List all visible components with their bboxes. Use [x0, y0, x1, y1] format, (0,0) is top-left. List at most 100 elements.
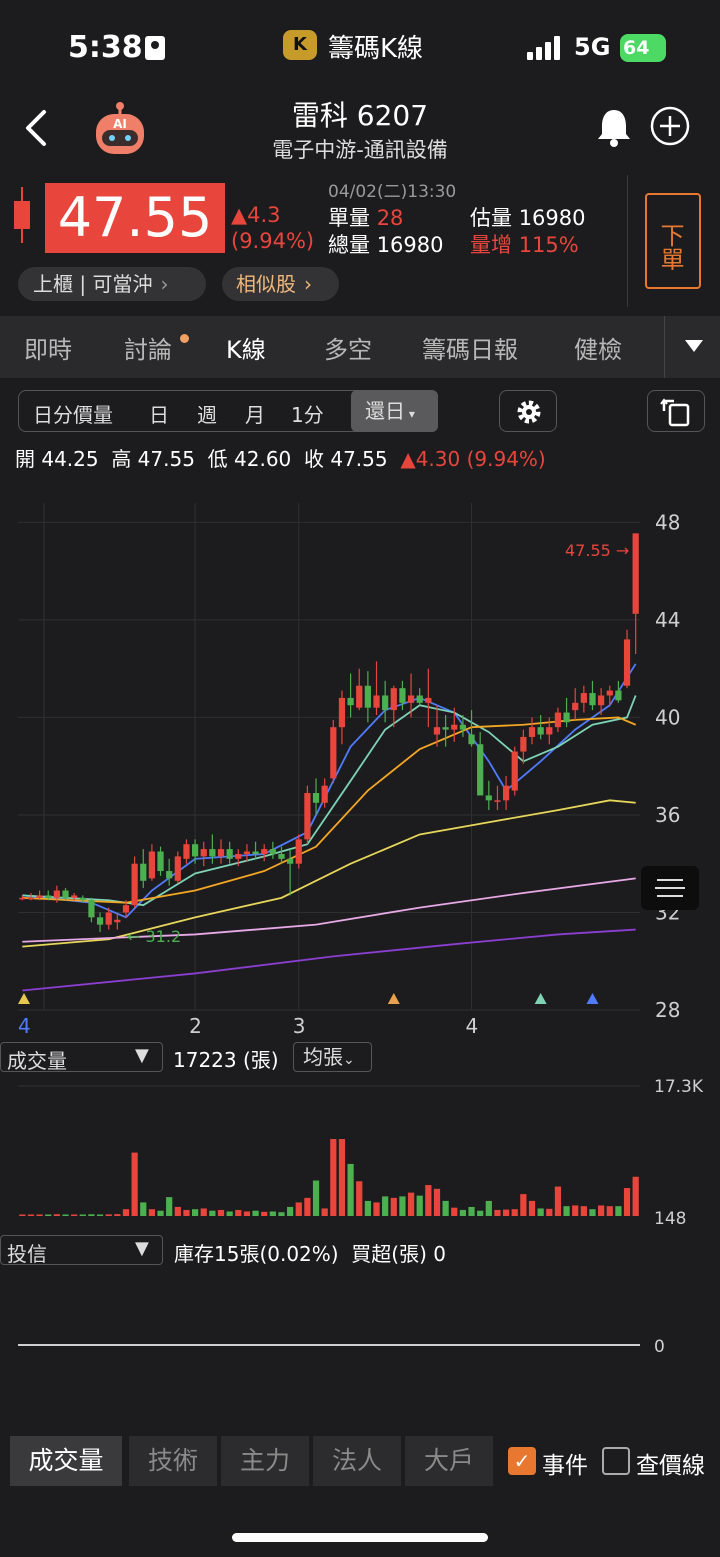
period-day[interactable]: 日	[149, 403, 169, 427]
candle-body	[563, 712, 570, 723]
volume-bar	[485, 1200, 492, 1216]
event-marker-icon	[18, 993, 30, 1004]
institution-zero-label: 0	[654, 1337, 665, 1357]
tab-chip-report[interactable]: 籌碼日報	[422, 336, 518, 364]
rotate-button[interactable]	[647, 390, 705, 432]
candle-body	[71, 895, 78, 898]
tab-realtime[interactable]: 即時	[24, 336, 72, 364]
candle-body	[632, 533, 639, 614]
more-tabs-dropdown-icon[interactable]	[685, 340, 703, 352]
y-tick-label: 40	[655, 705, 680, 729]
volume-bar	[407, 1192, 415, 1216]
resize-handle[interactable]	[641, 866, 699, 910]
y-tick-label: 36	[655, 803, 680, 827]
volume-bar	[19, 1214, 26, 1216]
event-marker-icon	[387, 993, 400, 1004]
back-icon[interactable]	[18, 108, 58, 148]
volume-bar	[140, 1202, 147, 1216]
volume-bar	[338, 1139, 346, 1216]
ohlc-readout: 開 44.25 高 47.55 低 42.60 收 47.55 ▲4.30 (9…	[15, 443, 546, 472]
candle-body	[174, 856, 181, 881]
moving-average-line	[22, 877, 636, 943]
bottom-tab-volume[interactable]: 成交量	[10, 1436, 122, 1486]
institution-info: 庫存15張(0.02%) 買超(張) 0	[174, 1242, 446, 1266]
candle-body	[511, 751, 518, 791]
candle-body	[269, 849, 276, 854]
bell-icon[interactable]	[594, 106, 634, 148]
moving-average-line	[22, 663, 637, 919]
candle-body	[606, 690, 613, 696]
avg-lot-button[interactable]: 均張⌄	[293, 1042, 372, 1072]
candle-body	[528, 727, 536, 737]
candle-body	[494, 800, 501, 802]
volume-indicator-select[interactable]: 成交量 ▼	[0, 1042, 163, 1073]
volume-bar	[71, 1214, 78, 1216]
candle-body	[19, 897, 26, 900]
volume-bar	[226, 1211, 233, 1216]
volume-bar	[200, 1208, 207, 1216]
candle-body	[79, 897, 86, 901]
volume-bar	[209, 1210, 216, 1216]
candle-body	[615, 690, 622, 701]
main-tabs: 即時 討論 K線 多空 籌碼日報 健檢	[0, 316, 720, 378]
tab-discussion[interactable]: 討論	[124, 336, 172, 364]
order-button[interactable]: 下單	[645, 193, 701, 289]
status-time: 5:38	[68, 30, 143, 65]
status-bar: 5:38 K 籌碼K線 5G 64	[0, 0, 720, 90]
volume-bar	[606, 1206, 613, 1216]
x-tick-label: 4	[18, 1014, 31, 1038]
bottom-tab-institutional[interactable]: 法人	[313, 1436, 401, 1486]
x-tick-label: 4	[466, 1014, 479, 1038]
total-vol-label: 總量	[328, 233, 370, 257]
volume-bar	[356, 1181, 363, 1216]
period-month[interactable]: 月	[245, 403, 265, 427]
settings-button[interactable]	[499, 390, 557, 432]
volume-bar	[131, 1152, 138, 1216]
period-selector: 日分價量 日 週 月 1分 還日 ▾	[18, 390, 438, 432]
bottom-tab-technical[interactable]: 技術	[129, 1436, 217, 1486]
bottom-tab-major-holders[interactable]: 大戶	[405, 1436, 493, 1486]
period-intraday[interactable]: 日分價量	[33, 403, 113, 427]
volume-bar	[632, 1176, 639, 1216]
institution-select[interactable]: 投信 ▼	[0, 1235, 163, 1266]
candle-body	[105, 912, 112, 925]
add-icon[interactable]	[650, 106, 690, 146]
period-restored-label: 還日	[365, 399, 405, 423]
candle-body	[304, 793, 311, 840]
event-checkbox[interactable]: ✓	[508, 1447, 536, 1475]
candle-body	[442, 727, 449, 730]
price-line-checkbox[interactable]	[602, 1447, 630, 1475]
candle-body	[114, 919, 121, 923]
battery-icon: 64	[620, 34, 666, 62]
volume-bar	[554, 1186, 562, 1216]
candle-body	[580, 693, 587, 703]
rotate-screen-icon	[660, 398, 690, 427]
candle-body	[53, 890, 60, 898]
volume-bar	[364, 1200, 371, 1216]
market-tag-chip[interactable]: 上櫃 | 可當沖 ›	[18, 267, 206, 301]
ai-robot-icon[interactable]: AI	[90, 102, 150, 160]
tab-health[interactable]: 健檢	[574, 336, 622, 364]
notification-dot	[180, 334, 189, 343]
candle-body	[554, 712, 562, 728]
volume-bar	[235, 1209, 242, 1216]
volume-bar	[45, 1214, 52, 1216]
period-1min[interactable]: 1分	[291, 403, 324, 427]
event-marker-icon	[586, 993, 599, 1004]
volume-min-label: 148	[654, 1209, 686, 1229]
volume-bar	[261, 1211, 268, 1216]
period-week[interactable]: 週	[197, 403, 217, 427]
similar-stocks-chip[interactable]: 相似股 ›	[222, 267, 339, 301]
last-price-label: 47.55 →	[565, 541, 629, 560]
tab-long-short[interactable]: 多空	[324, 336, 372, 364]
volume-bar	[572, 1205, 579, 1216]
candle-body	[502, 785, 510, 801]
period-restored-day[interactable]: 還日 ▾	[351, 390, 438, 432]
volume-bar	[312, 1180, 320, 1216]
tab-kline[interactable]: K線	[226, 336, 266, 364]
bottom-tab-main-force[interactable]: 主力	[221, 1436, 309, 1486]
market-tag-label: 上櫃 | 可當沖	[33, 272, 153, 296]
candle-body	[477, 744, 484, 796]
candle-body	[217, 849, 225, 857]
